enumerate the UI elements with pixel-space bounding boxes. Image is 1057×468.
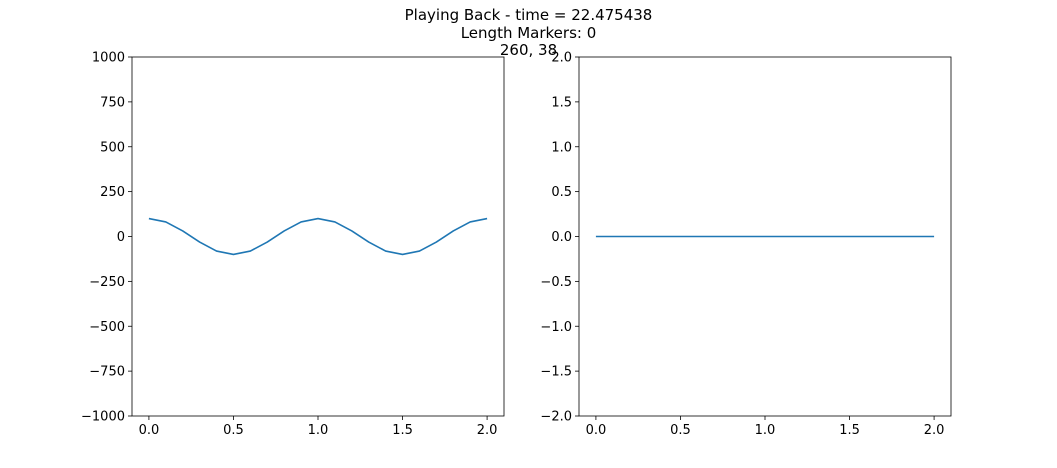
figure-title-line-3: 260, 38 [499, 41, 558, 59]
right-y-tick-label: −1.0 [540, 320, 572, 335]
left-y-tick-label: 500 [100, 140, 125, 155]
right-y-tick-label: 1.5 [551, 95, 572, 110]
left-y-tick-label: −1000 [81, 410, 125, 425]
right-y-tick-label: 0.5 [551, 185, 572, 200]
left-y-tick-label: −250 [89, 275, 125, 290]
right-x-tick-label: 0.5 [670, 423, 691, 438]
left-series-line-0 [148, 217, 488, 256]
right-y-tick-label: −2.0 [540, 410, 572, 425]
right-y-tick-label: −0.5 [540, 275, 572, 290]
right-y-tick-label: 0.0 [551, 230, 572, 245]
left-y-tick-label: 750 [100, 95, 125, 110]
figure-title-line-1: Playing Back - time = 22.475438 [404, 6, 653, 24]
right-x-tick-label: 1.5 [839, 423, 860, 438]
right-y-tick-label: 2.0 [551, 51, 572, 66]
left-x-tick-label: 0.5 [223, 423, 244, 438]
left-x-tick-label: 1.0 [308, 423, 329, 438]
left-x-tick-label: 0.0 [139, 423, 160, 438]
figure-title-line-2: Length Markers: 0 [460, 24, 597, 42]
left-y-tick-label: −500 [89, 320, 125, 335]
left-x-tick-label: 1.5 [392, 423, 413, 438]
left-y-tick-label: 0 [117, 230, 125, 245]
left-y-tick-label: −750 [89, 365, 125, 380]
left-y-tick-label: 1000 [92, 51, 125, 66]
right-x-tick-label: 0.0 [586, 423, 607, 438]
right-x-tick-label: 2.0 [924, 423, 945, 438]
right-x-tick-label: 1.0 [755, 423, 776, 438]
left-x-tick-label: 2.0 [477, 423, 498, 438]
left-y-tick-label: 250 [100, 185, 125, 200]
right-y-tick-label: −1.5 [540, 365, 572, 380]
right-y-tick-label: 1.0 [551, 140, 572, 155]
